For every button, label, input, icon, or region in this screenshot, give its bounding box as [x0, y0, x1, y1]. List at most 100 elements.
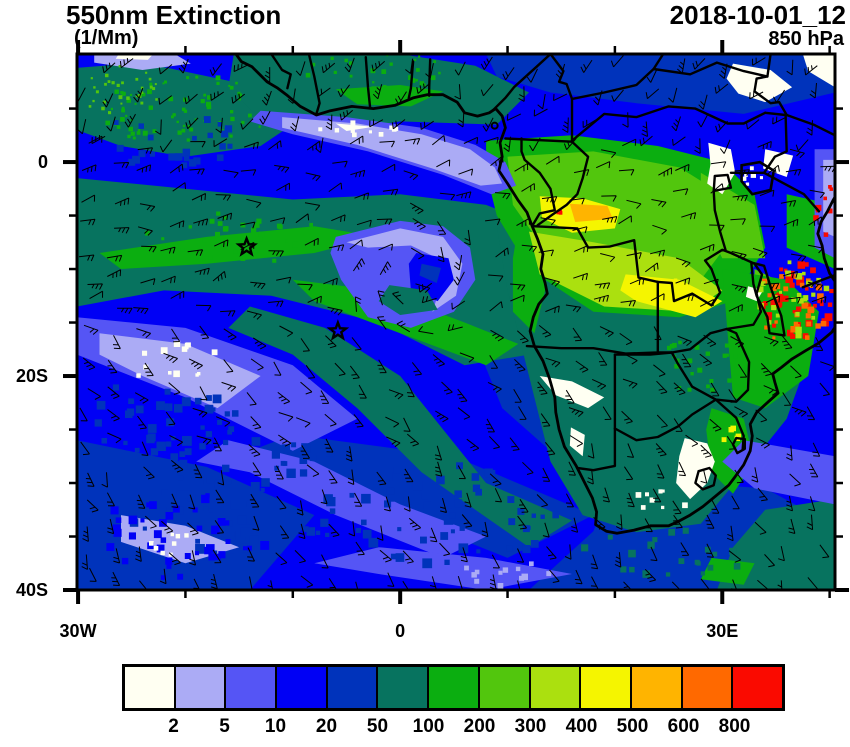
wind-barb: [460, 547, 468, 563]
wind-barb: [89, 567, 97, 582]
wind-barb: [160, 246, 176, 254]
wind-barb: [518, 406, 527, 420]
country-border: [712, 173, 733, 193]
wind-barb: [406, 433, 420, 447]
wind-barb: [457, 407, 471, 420]
wind-barb: [231, 93, 246, 104]
wind-barb: [480, 83, 494, 97]
country-border: [714, 398, 745, 450]
wind-barb: [268, 140, 282, 151]
wind-barb: [785, 168, 802, 176]
country-border: [491, 54, 552, 112]
wind-barb: [806, 120, 813, 136]
wind-barb: [274, 465, 284, 480]
lat-tick-label: 20S: [15, 366, 48, 387]
wind-barb: [671, 116, 681, 132]
colorbar-cell: [429, 667, 478, 708]
colorbar-label: 100: [412, 716, 445, 737]
wind-barb: [697, 113, 709, 128]
wind-barb: [705, 514, 715, 529]
wind-barb: [746, 119, 760, 130]
wind-barb: [626, 199, 642, 209]
wind-barb: [457, 388, 468, 403]
wind-barb: [80, 218, 96, 226]
wind-barb: [466, 438, 480, 452]
wind-barb: [223, 169, 239, 179]
wind-barb: [159, 568, 167, 585]
wind-barb: [212, 549, 222, 564]
wind-barb: [439, 542, 451, 556]
wind-barb: [404, 138, 421, 145]
wind-barb: [155, 119, 162, 135]
colorbar-cell: [327, 667, 377, 708]
wind-barb: [601, 195, 617, 202]
wind-barb: [184, 93, 198, 105]
wind-barb: [526, 68, 538, 83]
country-border: [729, 171, 821, 213]
wind-barb: [709, 418, 722, 432]
wind-barb: [328, 470, 338, 484]
wind-barb: [355, 541, 365, 556]
wind-barb: [279, 525, 290, 539]
wind-barb: [276, 182, 290, 191]
wind-barb: [506, 113, 522, 121]
wind-barb: [137, 226, 153, 236]
wind-barb: [194, 267, 210, 275]
wind-barb: [189, 168, 205, 175]
station-star-marker: [326, 319, 350, 341]
wind-barb: [789, 473, 801, 487]
wind-barb: [107, 409, 120, 422]
wind-barb: [759, 225, 776, 233]
wind-barb: [675, 257, 691, 268]
wind-barb: [728, 304, 743, 312]
wind-barb: [193, 218, 209, 226]
wind-barb: [542, 467, 551, 482]
wind-barb: [489, 574, 497, 590]
field-region: [419, 263, 441, 283]
wind-barb: [752, 57, 766, 66]
wind-barb: [290, 116, 300, 132]
wind-barb: [276, 495, 287, 510]
wind-barb: [619, 332, 633, 346]
wind-barb: [454, 61, 466, 76]
country-border: [549, 54, 574, 142]
wind-barb: [107, 432, 122, 444]
wind-barb: [418, 282, 433, 293]
wind-barb: [187, 522, 199, 536]
wind-barb: [276, 276, 292, 284]
wind-barb: [545, 357, 561, 368]
wind-barb: [541, 196, 558, 203]
wind-barb: [611, 89, 624, 102]
wind-barb: [518, 86, 525, 102]
coastline: [234, 54, 835, 535]
wind-barb: [324, 438, 334, 453]
wind-barb: [83, 324, 99, 335]
wind-barb: [545, 305, 560, 314]
wind-barb: [409, 202, 424, 215]
wind-barb: [623, 466, 634, 481]
country-border: [520, 137, 556, 226]
wind-barb: [453, 255, 463, 271]
wind-barb: [480, 56, 493, 70]
colorbar-label: 300: [514, 716, 547, 737]
wind-barb: [645, 262, 659, 273]
wind-barb: [789, 148, 805, 159]
country-border: [576, 353, 617, 472]
wind-barb: [106, 116, 116, 132]
field-region: [77, 440, 315, 590]
wind-barb: [81, 194, 96, 203]
wind-barb: [806, 406, 816, 421]
wind-barb: [112, 335, 121, 350]
wind-barb: [673, 382, 686, 396]
wind-barb: [562, 117, 569, 133]
wind-barb: [656, 380, 668, 394]
wind-barb: [710, 161, 727, 168]
colorbar-label: 200: [463, 716, 496, 737]
lat-tick-label: 40S: [15, 580, 48, 600]
wind-barb: [587, 443, 595, 459]
wind-barb: [325, 114, 333, 131]
wind-barb: [416, 83, 430, 94]
wind-barb: [328, 182, 343, 193]
colorbar-label: 400: [565, 716, 598, 737]
wind-barb: [757, 579, 770, 590]
